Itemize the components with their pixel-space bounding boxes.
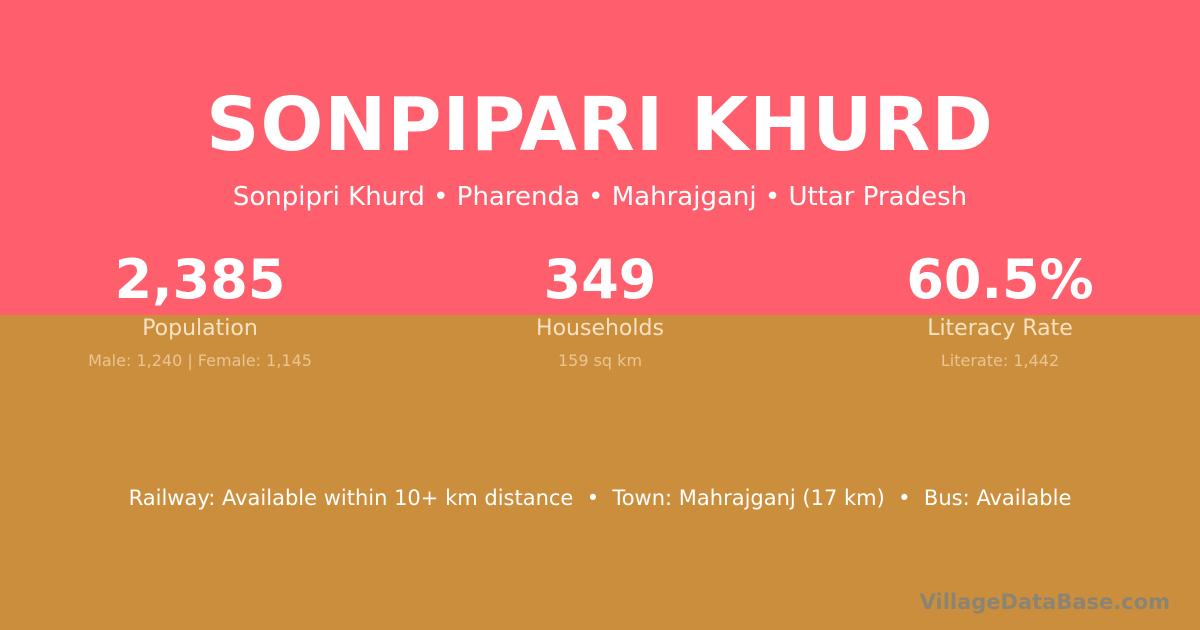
- stat-households: 349 Households 159 sq km: [400, 248, 800, 371]
- stat-label: Literacy Rate: [927, 316, 1073, 341]
- village-title: SONPIPARI KHURD: [206, 82, 994, 168]
- watermark-logo: VillageDataBase.com: [919, 590, 1170, 614]
- stat-population: 2,385 Population Male: 1,240 | Female: 1…: [0, 248, 400, 371]
- stat-detail: Literate: 1,442: [940, 351, 1060, 370]
- stat-value: 60.5%: [906, 248, 1094, 311]
- stat-detail: 159 sq km: [557, 351, 643, 370]
- location-breadcrumb: Sonpipri Khurd • Pharenda • Mahrajganj •…: [232, 182, 968, 212]
- stat-detail: Male: 1,240 | Female: 1,145: [88, 351, 312, 370]
- lower-band: [0, 315, 1200, 630]
- stat-literacy: 60.5% Literacy Rate Literate: 1,442: [800, 248, 1200, 371]
- stat-label: Households: [536, 316, 664, 341]
- header-band: [0, 0, 1200, 315]
- stat-value: 349: [543, 248, 657, 311]
- access-info: Railway: Available within 10+ km distanc…: [128, 486, 1072, 510]
- stat-label: Population: [142, 316, 258, 341]
- stat-value: 2,385: [114, 248, 286, 311]
